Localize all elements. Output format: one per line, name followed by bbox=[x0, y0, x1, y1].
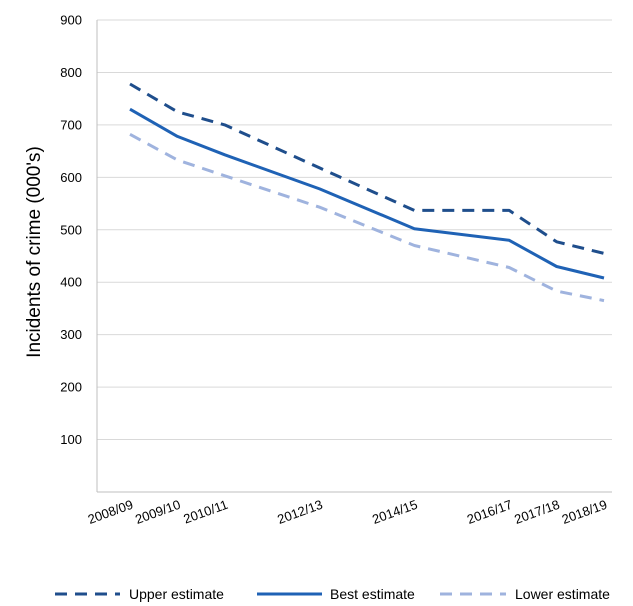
series-line-lower-estimate bbox=[129, 132, 605, 303]
x-tick-label: 2016/17 bbox=[465, 497, 514, 527]
x-tick-label: 2010/11 bbox=[181, 497, 229, 527]
y-tick-label: 900 bbox=[60, 13, 82, 28]
x-tick-label: 2008/09 bbox=[86, 497, 135, 527]
legend-label: Lower estimate bbox=[515, 586, 610, 602]
y-tick-label: 300 bbox=[60, 327, 82, 342]
x-tick-label: 2012/13 bbox=[275, 497, 324, 527]
series-line-upper-estimate bbox=[129, 82, 605, 255]
series-line-best-estimate bbox=[129, 107, 605, 280]
y-tick-label: 500 bbox=[60, 222, 82, 237]
gridlines bbox=[97, 19, 612, 441]
y-tick-label: 200 bbox=[60, 380, 82, 395]
x-tick-label: 2009/10 bbox=[133, 497, 182, 527]
y-tick-label: 400 bbox=[60, 275, 82, 290]
y-tick-labels: 100 200 300 400 500 600 700 800 900 bbox=[60, 13, 82, 448]
legend: Upper estimate Best estimate Lower estimat… bbox=[55, 586, 610, 602]
y-axis-label: Incidents of crime (000's) bbox=[24, 146, 45, 358]
legend-label: Upper estimate bbox=[129, 586, 224, 602]
series-lines bbox=[129, 82, 605, 303]
y-tick-label: 600 bbox=[60, 170, 82, 185]
x-tick-label: 2018/19 bbox=[560, 497, 609, 527]
x-tick-label: 2017/18 bbox=[512, 497, 561, 527]
y-tick-label: 100 bbox=[60, 432, 82, 447]
axes bbox=[96, 20, 612, 493]
legend-label: Best estimate bbox=[330, 586, 415, 602]
x-tick-label: 2014/15 bbox=[370, 497, 419, 527]
y-tick-label: 800 bbox=[60, 65, 82, 80]
y-tick-label: 700 bbox=[60, 117, 82, 132]
